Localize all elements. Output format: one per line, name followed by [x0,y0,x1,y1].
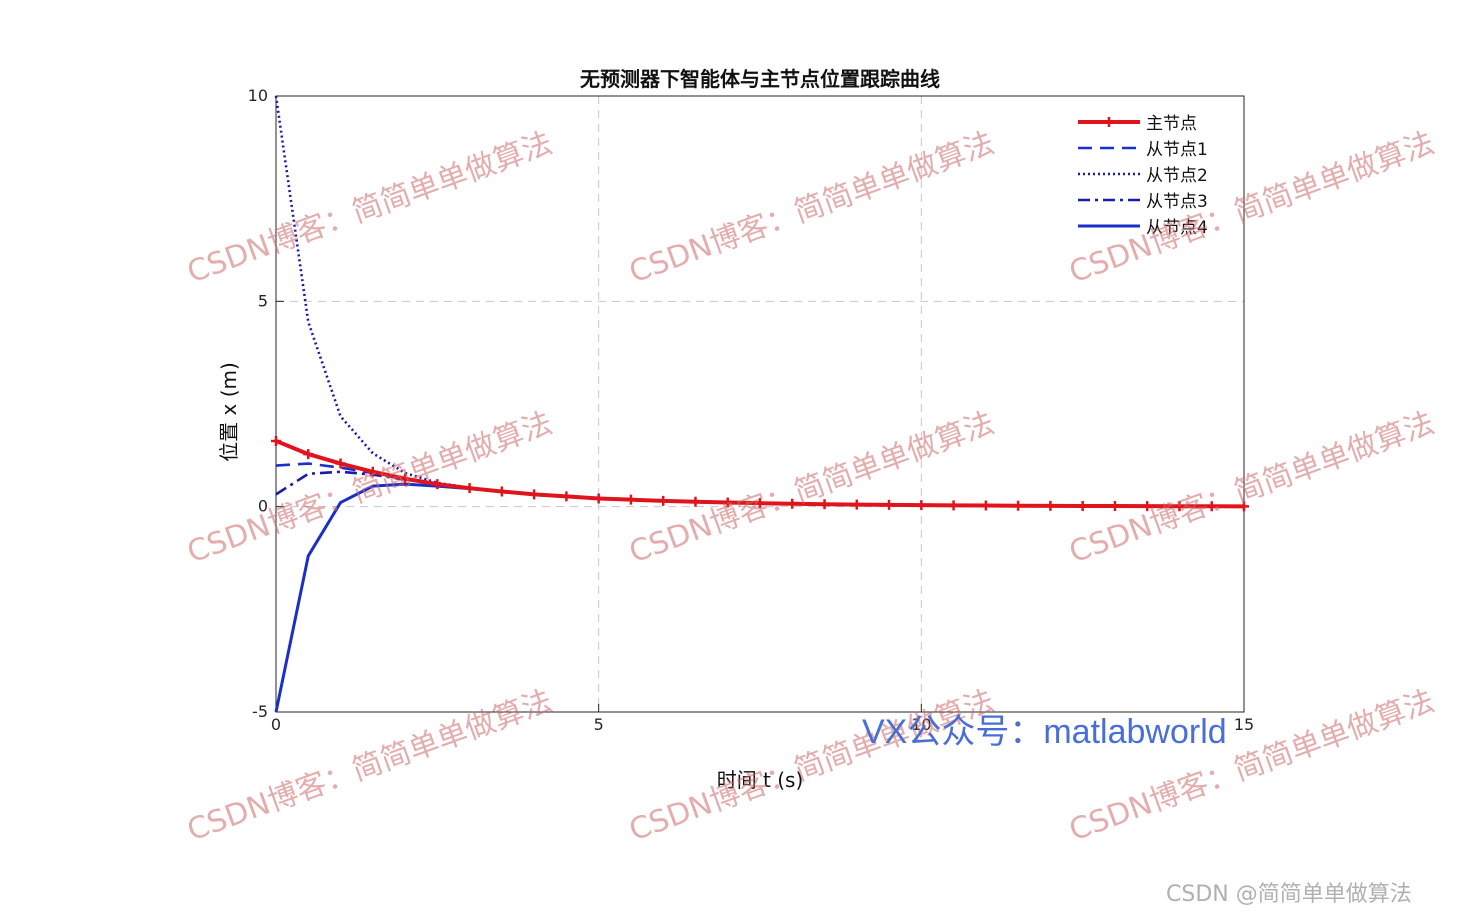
data-point-marker [335,458,346,469]
legend-label: 从节点4 [1146,218,1208,238]
data-point-marker [271,435,281,446]
x-tick-label: 10 [911,715,931,734]
x-tick-label: 0 [271,715,281,734]
legend-marker [1104,117,1114,127]
data-point-marker [1077,500,1088,511]
data-point-marker [529,489,540,500]
grid [275,95,1245,713]
vx-watermark: VX公众号：matlabworld [862,713,1227,751]
legend-label: 从节点1 [1146,140,1208,160]
data-point-marker [367,466,378,477]
data-point-marker [787,498,798,509]
y-axis-label: 位置 x (m) [217,362,241,462]
data-point-marker [1206,501,1217,512]
data-point-marker [625,494,636,505]
data-point-marker [948,500,959,511]
series-lines [271,95,1249,713]
data-point-marker [1142,501,1153,512]
data-point-marker [1045,500,1056,511]
data-point-marker [1013,500,1024,511]
series-line-1 [275,439,1245,509]
data-point-marker [561,491,572,502]
data-point-marker [658,495,669,506]
data-point-marker [432,479,443,490]
data-point-marker [303,449,314,460]
legend-label: 从节点2 [1146,166,1208,186]
data-point-marker [496,486,507,497]
data-point-marker [916,500,927,511]
x-tick-label: 15 [1234,715,1254,734]
legend-label: 从节点3 [1146,192,1208,212]
data-point-marker [1109,501,1120,512]
x-axis-label: 时间 t (s) [717,768,804,792]
data-point-marker [980,500,991,511]
legend-label: 主节点 [1146,114,1197,134]
y-tick-label: 0 [258,497,268,516]
data-point-marker [690,496,701,507]
data-point-marker [819,499,830,510]
corner-watermark: CSDN @简简单单做算法 [1166,882,1412,907]
y-tick-label: 5 [258,291,268,310]
plot-frame [275,95,1245,713]
data-point-marker [755,498,765,509]
x-tick-label: 5 [594,715,604,734]
y-tick-label: -5 [252,702,268,721]
data-point-marker [1239,501,1249,512]
data-point-marker [722,497,733,508]
data-point-marker [593,493,604,504]
data-point-marker [884,499,895,510]
y-tick-label: 10 [248,86,268,105]
data-point-marker [851,499,862,510]
data-point-marker [1174,501,1185,512]
chart-title: 无预测器下智能体与主节点位置跟踪曲线 [580,67,940,91]
data-point-marker [400,473,411,484]
data-point-marker [464,483,475,494]
series-line-5 [274,482,1245,713]
